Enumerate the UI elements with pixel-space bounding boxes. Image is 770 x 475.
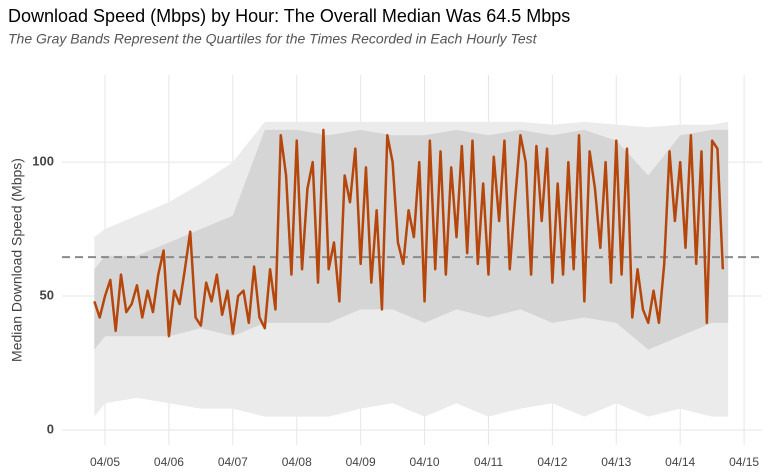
x-tick-label: 04/06 [154,455,184,469]
x-tick-label: 04/07 [218,455,248,469]
x-tick-label: 04/13 [601,455,631,469]
x-tick-label: 04/10 [410,455,440,469]
x-tick-label: 04/05 [90,455,120,469]
y-tick-label: 50 [40,287,54,302]
x-tick-label: 04/12 [537,455,567,469]
x-tick-label: 04/15 [729,455,759,469]
series-line [93,128,725,338]
x-tick-label: 04/09 [346,455,376,469]
x-tick-label: 04/11 [474,455,503,469]
y-tick-label: 0 [47,421,54,436]
y-tick-label: 100 [32,154,54,169]
x-tick-label: 04/14 [665,455,695,469]
y-axis-label: Median Download Speed (Mbps) [9,158,25,362]
chart-subtitle: The Gray Bands Represent the Quartiles f… [8,31,538,47]
chart-title: Download Speed (Mbps) by Hour: The Overa… [8,6,570,26]
x-tick-label: 04/08 [282,455,312,469]
